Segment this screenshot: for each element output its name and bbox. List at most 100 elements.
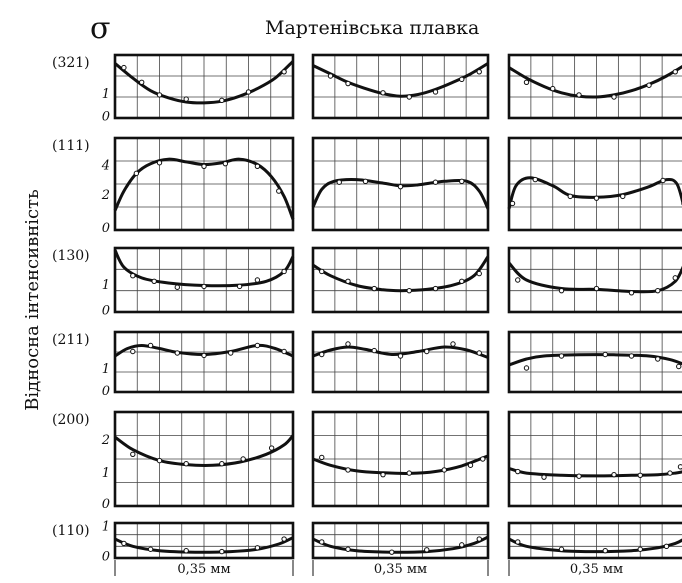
data-point: [282, 349, 286, 353]
data-point: [407, 288, 411, 292]
y-tick-label: 0: [102, 384, 110, 399]
panel-frame: [509, 332, 682, 392]
data-point: [533, 177, 537, 181]
panel-5-3: [509, 412, 682, 506]
data-point: [542, 475, 546, 479]
data-point: [131, 452, 135, 456]
y-tick-label: 1: [102, 362, 110, 377]
data-point: [673, 276, 677, 280]
y-tick-label: 0: [102, 497, 110, 512]
data-point: [241, 457, 245, 461]
data-point: [460, 179, 464, 183]
data-point: [346, 81, 350, 85]
data-point: [661, 178, 665, 182]
y-axis-label: Відносна інтенсивність: [22, 189, 43, 411]
data-point: [148, 547, 152, 551]
data-point: [122, 65, 126, 69]
panel-1-1: [115, 55, 293, 118]
panel-row-1: (321) 1 0: [52, 55, 682, 125]
data-point: [184, 97, 188, 101]
panel-4-2: [313, 332, 488, 392]
data-point: [621, 194, 625, 198]
panel-frame: [509, 248, 682, 312]
data-point: [433, 180, 437, 184]
data-point: [131, 349, 135, 353]
data-point: [184, 549, 188, 553]
scale-label: 0,35 мм: [177, 562, 230, 577]
panel-2-2: [313, 138, 488, 230]
intensity-curve: [509, 178, 682, 209]
chart-title: Мартенівська плавка: [265, 17, 479, 39]
data-point: [223, 161, 227, 165]
data-point: [320, 269, 324, 273]
data-point: [346, 342, 350, 346]
data-point: [220, 462, 224, 466]
data-point: [246, 90, 250, 94]
data-point: [577, 93, 581, 97]
data-point: [269, 446, 273, 450]
data-point: [320, 540, 324, 544]
data-point: [647, 83, 651, 87]
data-point: [524, 366, 528, 370]
y-tick-label: 2: [101, 433, 110, 448]
data-point: [220, 98, 224, 102]
data-point: [381, 472, 385, 476]
panel-2-1: [115, 138, 293, 230]
data-point: [510, 201, 514, 205]
data-point: [157, 458, 161, 462]
data-point: [282, 70, 286, 74]
data-point: [337, 180, 341, 184]
panel-6-3: [509, 523, 682, 558]
data-point: [372, 286, 376, 290]
data-point: [433, 90, 437, 94]
data-point: [175, 351, 179, 355]
intensity-curve: [509, 539, 682, 552]
data-point: [346, 547, 350, 551]
data-point: [157, 93, 161, 97]
data-point: [282, 269, 286, 273]
panel-4-1: [115, 332, 293, 392]
row-label-hkl: (321): [52, 55, 90, 71]
data-point: [594, 286, 598, 290]
data-point: [677, 364, 681, 368]
data-point: [390, 550, 394, 554]
data-point: [381, 91, 385, 95]
panel-row-4: (211)10: [52, 332, 682, 399]
data-point: [229, 351, 233, 355]
data-point: [255, 343, 259, 347]
data-point: [220, 549, 224, 553]
data-point: [559, 288, 563, 292]
data-point: [320, 352, 324, 356]
data-point: [468, 463, 472, 467]
intensity-curve: [509, 468, 682, 476]
data-point: [638, 547, 642, 551]
panel-5-2: [313, 412, 488, 506]
panel-frame: [509, 55, 682, 118]
data-point: [516, 278, 520, 282]
data-point: [202, 284, 206, 288]
sigma-symbol: σ: [90, 11, 110, 46]
y-tick-label: 1: [102, 87, 110, 102]
y-tick-label: 4: [101, 159, 110, 174]
data-point: [668, 471, 672, 475]
data-point: [425, 548, 429, 552]
data-point: [184, 462, 188, 466]
intensity-curve: [509, 66, 682, 98]
y-tick-label: 1: [102, 520, 110, 535]
y-tick-label: 0: [102, 549, 110, 564]
data-point: [594, 196, 598, 200]
data-point: [477, 537, 481, 541]
data-point: [148, 343, 152, 347]
data-point: [678, 465, 682, 469]
data-point: [328, 74, 332, 78]
data-point: [134, 171, 138, 175]
data-point: [277, 189, 281, 193]
data-point: [237, 284, 241, 288]
data-point: [516, 540, 520, 544]
y-tick-label: 0: [102, 110, 110, 125]
data-point: [255, 164, 259, 168]
data-point: [255, 546, 259, 550]
scale-label: 0,35 мм: [374, 562, 427, 577]
panel-1-3: [509, 55, 682, 118]
